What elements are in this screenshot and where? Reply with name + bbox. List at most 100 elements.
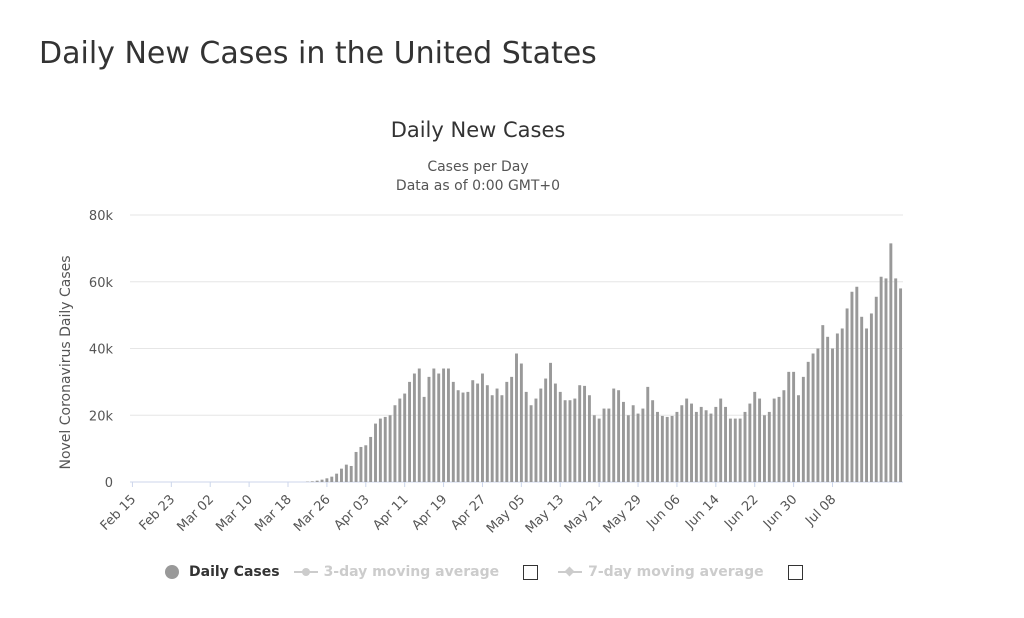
bar xyxy=(534,398,538,482)
bar xyxy=(408,381,412,483)
bar xyxy=(840,328,844,482)
bar xyxy=(694,411,698,482)
bar xyxy=(403,393,407,482)
x-tick-label: May 05 xyxy=(484,492,528,536)
bar xyxy=(330,476,334,482)
legend-item-7day-average[interactable]: 7-day moving average xyxy=(558,564,764,580)
bar xyxy=(753,391,757,482)
bar xyxy=(592,415,596,482)
bar xyxy=(461,392,465,482)
bar xyxy=(364,445,368,482)
bar xyxy=(879,276,883,482)
bar xyxy=(354,451,358,482)
bar xyxy=(738,418,742,482)
x-tick-label: Jun 22 xyxy=(721,492,761,532)
line-diamond-marker-icon xyxy=(558,566,583,577)
bar xyxy=(456,390,460,482)
bar xyxy=(578,385,582,482)
bar xyxy=(874,296,878,482)
bar xyxy=(558,391,562,482)
bar xyxy=(709,413,713,482)
bar xyxy=(617,390,621,482)
bar xyxy=(699,406,703,482)
bar xyxy=(777,396,781,482)
bar xyxy=(767,411,771,482)
bar xyxy=(675,411,679,482)
bar xyxy=(417,368,421,482)
bar xyxy=(831,348,834,482)
legend-item-3day-average[interactable]: 3-day moving average xyxy=(293,564,500,580)
bar xyxy=(762,415,766,482)
checkbox-3day-average[interactable] xyxy=(523,564,539,580)
bar xyxy=(583,385,587,482)
bar xyxy=(422,396,426,482)
bar xyxy=(636,413,640,482)
bar xyxy=(393,405,397,482)
bar xyxy=(442,368,446,482)
bar xyxy=(758,398,762,482)
bar xyxy=(553,383,557,482)
checkbox-7day-average[interactable] xyxy=(787,564,803,580)
bar xyxy=(383,416,387,482)
y-axis-label: Novel Coronavirus Daily Cases xyxy=(58,255,74,469)
bar xyxy=(374,423,377,482)
bar xyxy=(714,406,718,482)
bar xyxy=(587,395,591,482)
chart-subtitle-line1: Cases per Day xyxy=(427,159,529,175)
bar xyxy=(607,408,611,482)
bar xyxy=(563,400,567,482)
bar xyxy=(845,308,849,482)
bar xyxy=(451,381,455,483)
bar xyxy=(568,400,572,482)
bar xyxy=(889,243,893,482)
bar xyxy=(899,288,903,482)
bar xyxy=(495,388,499,482)
bar xyxy=(519,363,523,482)
bar xyxy=(728,418,732,482)
legend-label-daily-cases: Daily Cases xyxy=(189,564,280,580)
daily-cases-marker-icon xyxy=(165,565,179,579)
bar xyxy=(510,376,514,482)
bar xyxy=(427,376,431,482)
bar xyxy=(670,415,674,482)
bar xyxy=(660,415,664,482)
bar xyxy=(446,368,450,482)
bar xyxy=(369,436,373,482)
bar xyxy=(544,378,548,482)
x-tick-label: Mar 02 xyxy=(174,492,217,535)
bar xyxy=(792,371,796,482)
legend-item-daily-cases[interactable]: Daily Cases xyxy=(165,564,280,580)
bar xyxy=(349,465,353,482)
bar xyxy=(704,410,708,482)
y-tick-label: 60k xyxy=(89,276,114,291)
x-tick-label: Jun 30 xyxy=(760,492,800,532)
bar xyxy=(622,401,625,482)
bar xyxy=(631,405,635,482)
x-tick-label: Apr 19 xyxy=(409,492,450,533)
bar xyxy=(471,380,475,482)
chart-subtitle-line2: Data as of 0:00 GMT+0 xyxy=(395,178,561,194)
bar xyxy=(787,371,791,482)
bar xyxy=(884,278,888,482)
bar xyxy=(485,385,489,482)
bar xyxy=(412,373,416,482)
bar xyxy=(612,388,616,482)
x-tick-label: Apr 11 xyxy=(370,492,411,533)
bar xyxy=(529,405,533,482)
chart-title: Daily New Cases xyxy=(390,118,566,142)
x-tick-label: May 21 xyxy=(562,492,606,536)
bar xyxy=(860,316,864,482)
line-circle-marker-icon xyxy=(293,568,318,576)
legend-label-3day-average: 3-day moving average xyxy=(323,564,500,580)
bar xyxy=(505,381,509,483)
bar xyxy=(782,390,786,482)
y-tick-label: 40k xyxy=(89,343,114,358)
bar xyxy=(481,373,484,482)
bar xyxy=(500,395,504,482)
bar xyxy=(310,481,314,482)
bar xyxy=(733,418,737,482)
bar xyxy=(743,411,747,482)
bar xyxy=(646,386,650,482)
bar xyxy=(894,278,898,482)
y-tick-label: 80k xyxy=(89,209,114,224)
